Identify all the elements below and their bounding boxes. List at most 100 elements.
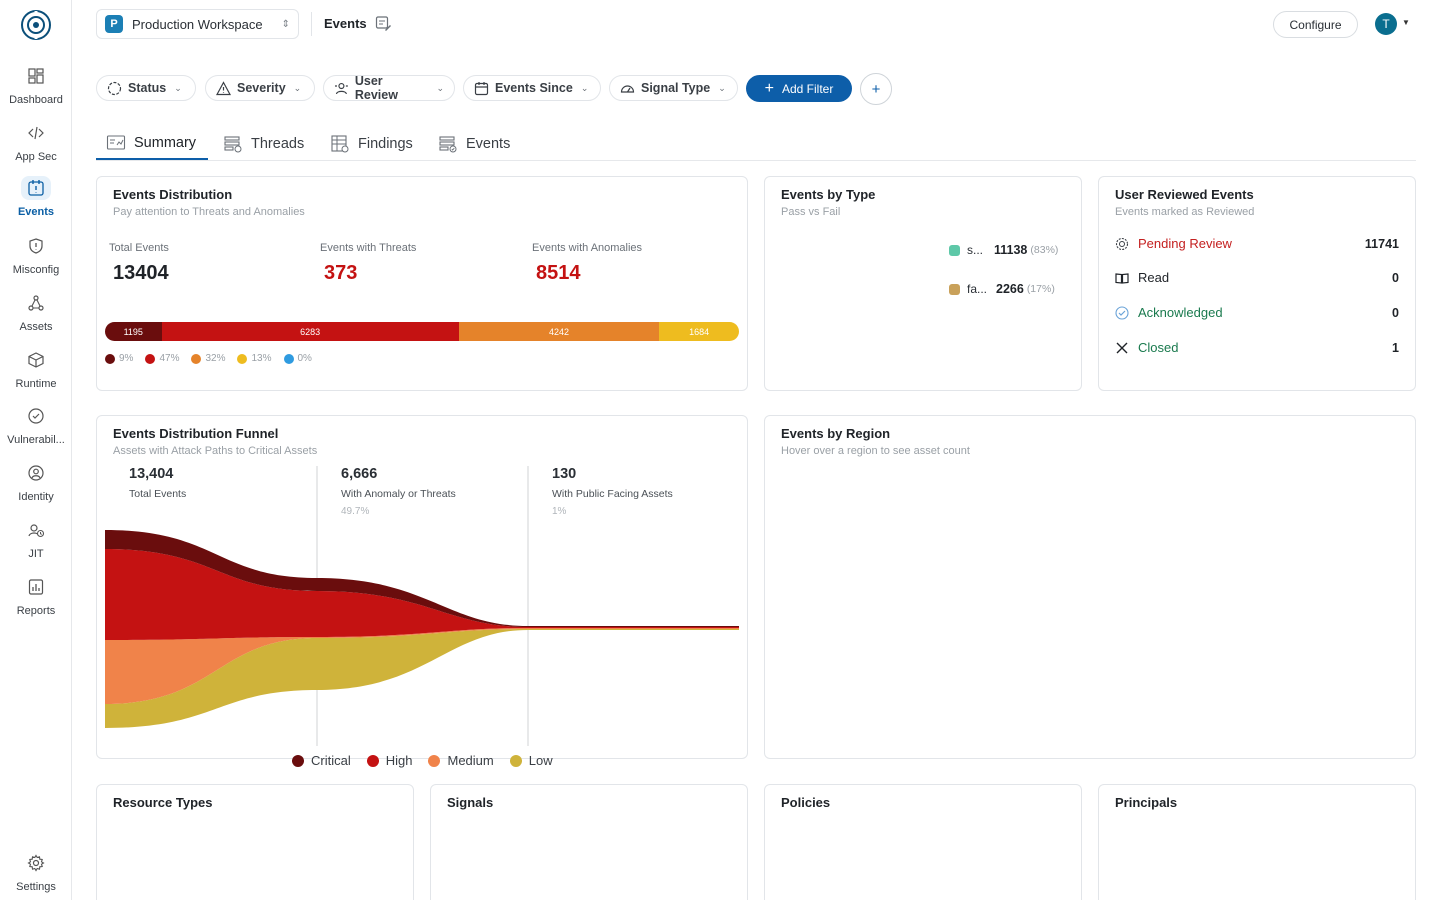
funnel-band-critical[interactable] [105,530,739,627]
legend-item-critical[interactable]: Critical [292,753,351,768]
funnel-stage-anomaly: 6,666 With Anomaly or Threats 49.7% [341,466,456,517]
nodes-icon [21,291,51,315]
sidebar-item-label: Runtime [15,378,57,390]
review-row-closed[interactable]: Closed 1 [1115,340,1399,355]
legend-item: 47% [145,353,179,364]
summary-icon [106,135,126,150]
identity-icon [21,461,51,485]
threats-label: Events with Threats [320,242,417,254]
findings-icon [331,135,349,153]
principals-card: Principals [1098,784,1416,900]
card-subtitle: Pass vs Fail [781,206,841,218]
filter-severity[interactable]: Severity ⌄ [205,75,315,101]
card-subtitle: Assets with Attack Paths to Critical Ass… [113,445,318,457]
filter-user-review[interactable]: User Review ⌄ [323,74,455,102]
review-row-acknowledged[interactable]: Acknowledged 0 [1115,305,1399,320]
legend-pct: 47% [159,353,180,364]
bar-segment-critical[interactable]: 1195 [105,322,162,341]
review-label: Read [1138,270,1170,285]
anomalies-label: Events with Anomalies [532,242,643,254]
sidebar-item-events[interactable]: Events [0,176,72,218]
tab-findings[interactable]: Findings [320,128,423,160]
legend-label: High [385,753,413,768]
type-row-fail[interactable]: fa... 2266 (17%) [949,282,1055,296]
book-icon [1115,272,1129,284]
stage-pct: 49.7% [341,506,370,517]
add-circle-button[interactable]: + [860,73,892,105]
legend-item-low[interactable]: Low [509,753,553,768]
type-swatch [949,283,960,295]
events-by-type-card: Events by Type Pass vs Fail s... 11138 (… [764,176,1082,391]
sidebar-item-jit[interactable]: JIT [0,518,72,560]
policies-card: Policies [764,784,1082,900]
sidebar-item-misconfig[interactable]: Misconfig [0,234,72,276]
legend-item-medium[interactable]: Medium [428,753,494,768]
review-value: 1 [1392,340,1399,355]
app-logo-icon[interactable] [20,9,52,41]
events-distribution-card: Events Distribution Pay attention to Thr… [96,176,748,391]
sidebar-item-vulnerabilities[interactable]: Vulnerabil... [0,404,72,446]
review-value: 0 [1392,270,1399,285]
chevron-down-icon: ⌄ [436,82,444,93]
sidebar-item-app-sec[interactable]: App Sec [0,121,72,163]
sidebar-item-runtime[interactable]: Runtime [0,348,72,390]
sidebar-item-identity[interactable]: Identity [0,461,72,503]
bar-segment-medium[interactable]: 4242 [458,322,660,341]
page-title: Events [324,16,367,31]
jit-icon [21,518,51,542]
events-funnel-card: Events Distribution Funnel Assets with A… [96,415,748,759]
threats-value[interactable]: 373 [324,262,358,284]
sidebar-item-label: Dashboard [9,94,63,106]
anomalies-value[interactable]: 8514 [536,262,581,284]
card-title: Events Distribution [113,187,233,202]
review-row-pending[interactable]: Pending Review 11741 [1115,236,1399,251]
edit-note-icon[interactable] [375,15,392,32]
stage-number: 6,666 [341,466,378,482]
sidebar-item-assets[interactable]: Assets [0,291,72,333]
plus-icon: + [764,79,774,97]
add-filter-button[interactable]: + Add Filter [746,75,852,102]
bar-segment-high[interactable]: 6283 [161,322,459,341]
tab-threads[interactable]: Threads [213,128,314,160]
type-value: 11138 [994,243,1028,257]
bar-segment-low[interactable]: 1684 [659,322,739,341]
review-label: Closed [1138,340,1179,355]
funnel-chart [105,466,739,746]
legend-pct: 32% [205,353,226,364]
events-icon [21,176,51,200]
avatar[interactable]: T [1375,13,1397,35]
filter-events-since[interactable]: Events Since ⌄ [463,75,601,101]
card-subtitle: Pay attention to Threats and Anomalies [113,206,305,218]
tab-label: Summary [134,135,197,151]
card-title: Resource Types [113,795,213,810]
signals-card: Signals [430,784,748,900]
funnel-band-high[interactable] [105,549,739,640]
pending-icon [1115,237,1129,250]
status-icon [107,81,122,95]
workspace-select[interactable]: P Production Workspace ⇕ [96,9,299,39]
sidebar-item-label: Vulnerabil... [7,434,65,446]
sidebar-item-settings[interactable]: Settings [0,851,72,893]
filter-status[interactable]: Status ⌄ [96,75,196,101]
vulnerability-icon [21,404,51,428]
review-row-read[interactable]: Read 0 [1115,270,1399,285]
gear-icon [21,851,51,875]
funnel-band-low[interactable] [105,629,739,728]
calendar-icon [474,81,489,95]
tab-events[interactable]: Events [428,128,520,160]
threads-icon [224,136,242,153]
filter-signal-type[interactable]: Signal Type ⌄ [609,75,738,101]
filter-label: Severity [237,81,286,95]
configure-button[interactable]: Configure [1273,11,1358,38]
legend-dot [509,754,522,767]
sidebar-item-dashboard[interactable]: Dashboard [0,64,72,106]
legend-dot [105,353,115,364]
sidebar-item-reports[interactable]: Reports [0,575,72,617]
caret-down-icon[interactable]: ▼ [1402,18,1410,27]
legend-item: 0% [283,353,312,364]
type-row-success[interactable]: s... 11138 (83%) [949,243,1058,257]
legend-item-high[interactable]: High [366,753,413,768]
reports-icon [21,575,51,599]
tab-summary[interactable]: Summary [96,128,208,160]
legend-dot [428,754,441,767]
